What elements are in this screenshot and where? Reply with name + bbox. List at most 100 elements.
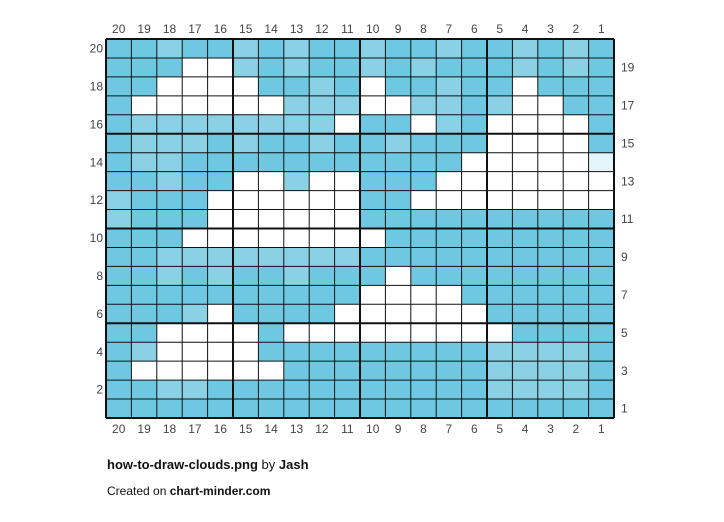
cell <box>537 399 564 418</box>
cell <box>563 39 589 58</box>
cell <box>410 323 437 343</box>
cell <box>436 228 462 248</box>
cell <box>131 342 157 362</box>
cell <box>410 399 437 418</box>
cell <box>487 342 513 362</box>
grid-lines <box>105 38 615 419</box>
cell <box>309 114 335 134</box>
cell <box>207 285 233 305</box>
column-label: 11 <box>341 422 354 436</box>
row-label: 15 <box>621 136 635 150</box>
cell <box>334 304 360 324</box>
cell <box>233 114 259 134</box>
cell <box>182 190 208 210</box>
cell <box>334 228 360 248</box>
cell <box>385 361 411 381</box>
cell <box>233 285 259 305</box>
cell <box>106 39 132 58</box>
cell <box>512 247 538 267</box>
cell <box>334 342 360 362</box>
cell <box>360 95 386 115</box>
cell <box>512 399 538 418</box>
cell <box>309 209 335 229</box>
cell <box>156 57 183 77</box>
cell <box>156 228 183 248</box>
cell <box>182 323 208 343</box>
cell <box>588 247 614 267</box>
cell <box>334 399 360 418</box>
cell <box>563 57 589 77</box>
cell <box>156 171 183 191</box>
cell <box>283 266 310 286</box>
column-label: 15 <box>239 22 253 36</box>
cell <box>360 114 386 134</box>
column-label: 4 <box>522 422 529 436</box>
cell <box>410 57 437 77</box>
cell <box>563 399 589 418</box>
cell <box>588 285 614 305</box>
cell <box>334 247 360 267</box>
cell <box>461 152 487 172</box>
column-label: 12 <box>315 422 329 436</box>
cell <box>182 285 208 305</box>
column-label: 14 <box>264 22 278 36</box>
cell <box>233 266 259 286</box>
column-label: 10 <box>366 422 380 436</box>
cell <box>131 399 157 418</box>
cell <box>131 190 157 210</box>
column-label: 3 <box>547 422 554 436</box>
cell <box>410 304 437 324</box>
cell <box>233 361 259 381</box>
cell <box>537 114 564 134</box>
cell <box>283 133 310 153</box>
cell <box>410 171 437 191</box>
cell <box>487 361 513 381</box>
column-label: 16 <box>214 22 228 36</box>
cell <box>207 190 233 210</box>
cell <box>258 209 284 229</box>
cell <box>334 285 360 305</box>
cell <box>283 380 310 400</box>
cell <box>461 76 487 96</box>
cell <box>309 152 335 172</box>
cell <box>385 323 411 343</box>
cell <box>156 190 183 210</box>
cell <box>334 361 360 381</box>
column-label: 6 <box>471 422 478 436</box>
cell <box>258 342 284 362</box>
cell <box>283 228 310 248</box>
cell <box>207 380 233 400</box>
cell <box>537 152 564 172</box>
cell <box>385 285 411 305</box>
cell <box>106 114 132 134</box>
cell <box>487 190 513 210</box>
footer-title: how-to-draw-clouds.png by Jash <box>107 457 309 472</box>
cell <box>537 380 564 400</box>
cell <box>131 266 157 286</box>
cell <box>436 342 462 362</box>
cell <box>487 380 513 400</box>
cell <box>461 228 487 248</box>
cell <box>537 171 564 191</box>
cell <box>436 209 462 229</box>
cell <box>156 361 183 381</box>
cell <box>360 190 386 210</box>
cell <box>309 57 335 77</box>
cell <box>106 76 132 96</box>
cell <box>588 171 614 191</box>
cell <box>537 95 564 115</box>
column-label: 19 <box>137 22 151 36</box>
cell <box>309 399 335 418</box>
cell <box>258 380 284 400</box>
cell <box>563 76 589 96</box>
cell <box>360 380 386 400</box>
cell <box>487 304 513 324</box>
cell <box>233 190 259 210</box>
cell <box>512 39 538 58</box>
cell <box>156 323 183 343</box>
cell <box>156 95 183 115</box>
cell <box>156 285 183 305</box>
cell <box>258 266 284 286</box>
cell <box>207 323 233 343</box>
cell <box>309 323 335 343</box>
